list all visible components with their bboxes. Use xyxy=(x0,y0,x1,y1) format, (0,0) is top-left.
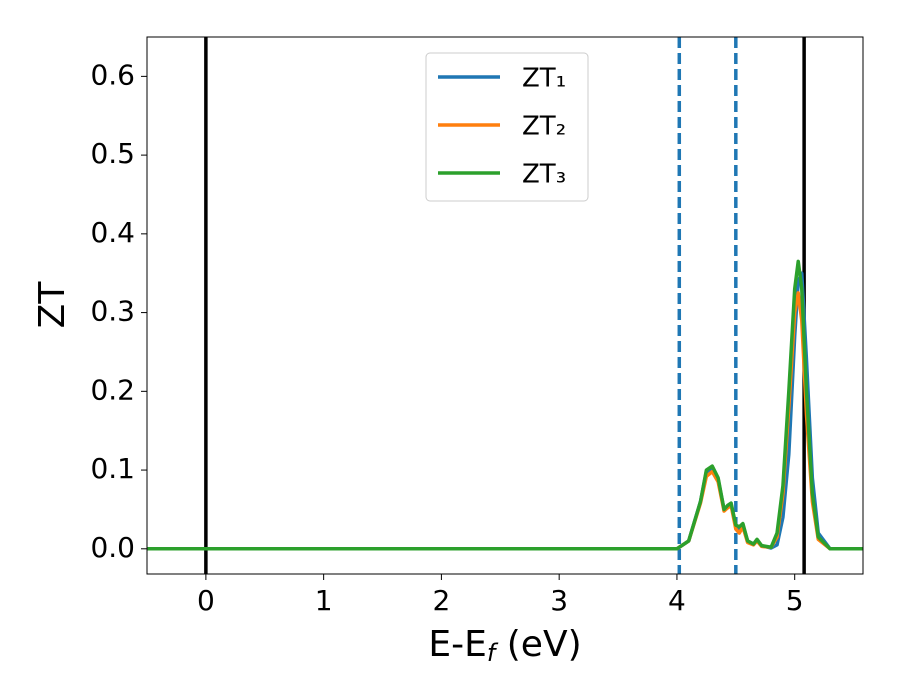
x-label-part: E-E xyxy=(428,624,486,665)
y-tick-label: 0.6 xyxy=(90,58,135,91)
legend-label: ZT₁ xyxy=(522,64,566,94)
y-tick-label: 0.1 xyxy=(90,452,135,485)
series-line xyxy=(147,271,863,551)
legend-label: ZT₃ xyxy=(522,160,566,190)
legend-box xyxy=(425,52,589,202)
x-tick-label: 5 xyxy=(786,584,804,617)
legend-label: ZT₂ xyxy=(522,112,566,142)
series-line xyxy=(147,291,863,551)
plot-frame xyxy=(146,36,864,575)
y-tick-label: 0.0 xyxy=(90,531,135,564)
series-line xyxy=(147,259,863,551)
x-tick-label: 2 xyxy=(432,584,450,617)
x-label-part: (eV) xyxy=(495,624,581,665)
x-tick-label: 4 xyxy=(668,584,686,617)
y-tick-label: 0.3 xyxy=(90,295,135,328)
x-tick-label: 0 xyxy=(197,584,215,617)
plot-area xyxy=(147,37,863,574)
y-tick-label: 0.2 xyxy=(90,373,135,406)
y-tick-label: 0.5 xyxy=(90,137,135,170)
x-tick-label: 3 xyxy=(550,584,568,617)
y-tick-label: 0.4 xyxy=(90,216,135,249)
y-axis-label: ZT xyxy=(32,281,73,329)
x-axis-label: E-Ef (eV) xyxy=(428,624,581,667)
x-tick-label: 1 xyxy=(315,584,333,617)
